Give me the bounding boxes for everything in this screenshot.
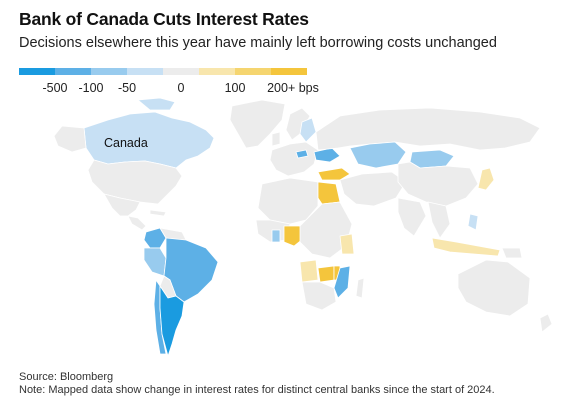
chart-title: Bank of Canada Cuts Interest Rates [19, 9, 309, 29]
legend-swatch [235, 68, 271, 75]
legend-swatch [199, 68, 235, 75]
region-kazakhstan [349, 141, 407, 169]
region-kenya [339, 233, 355, 255]
region-zambia [317, 265, 335, 283]
region-turkey [317, 167, 351, 181]
region-alaska [53, 125, 87, 153]
region-australia [457, 259, 531, 317]
region-japan [477, 167, 495, 191]
region-russia [315, 107, 541, 151]
region-greenland [229, 99, 286, 149]
legend-swatch [19, 68, 55, 75]
region-indonesia [431, 237, 501, 257]
legend-swatch [271, 68, 307, 75]
world-map: Canada [53, 98, 553, 357]
region-mexico [103, 193, 141, 217]
legend-label: -100 [78, 81, 104, 95]
region-brazil [163, 237, 219, 303]
legend-swatch [127, 68, 163, 75]
legend-label: -50 [117, 81, 137, 95]
region-middle-east [339, 171, 407, 207]
source-note: Source: Bloomberg [19, 371, 114, 383]
legend-label: 200+ bps [267, 81, 319, 95]
region-caribbean [149, 209, 167, 217]
region-sweden [299, 117, 317, 143]
region-mozambique [333, 265, 351, 299]
region-czechia [295, 149, 309, 159]
region-uk [271, 131, 281, 147]
region-madagascar [355, 277, 365, 299]
region-india [397, 197, 427, 237]
region-new-zealand [539, 313, 553, 333]
region-central-america [127, 215, 147, 231]
legend-swatch [91, 68, 127, 75]
legend: -500 -100 -50 0 100 200+ bps [19, 68, 319, 98]
region-se-asia [427, 201, 451, 239]
region-mongolia [409, 149, 455, 169]
region-nigeria [283, 225, 305, 247]
region-philippines [467, 213, 479, 231]
legend-label: -500 [42, 81, 68, 95]
region-canada-islands [137, 98, 176, 111]
footnote: Note: Mapped data show change in interes… [19, 384, 495, 396]
map-label-canada: Canada [104, 136, 148, 150]
legend-swatch [55, 68, 91, 75]
region-china [397, 161, 479, 207]
region-usa [87, 159, 183, 205]
region-argentina [159, 285, 185, 357]
legend-label: 100 [224, 81, 246, 95]
region-egypt [317, 181, 341, 205]
region-europe [269, 141, 319, 177]
legend-label: 0 [177, 81, 185, 95]
legend-swatch [163, 68, 199, 75]
region-papua [501, 247, 523, 259]
region-angola [299, 259, 319, 283]
legend-color-bar [19, 68, 307, 75]
region-southern-africa [301, 281, 337, 311]
chart-subtitle: Decisions elsewhere this year have mainl… [19, 35, 497, 51]
region-peru [143, 247, 167, 277]
region-ghana [271, 229, 281, 243]
